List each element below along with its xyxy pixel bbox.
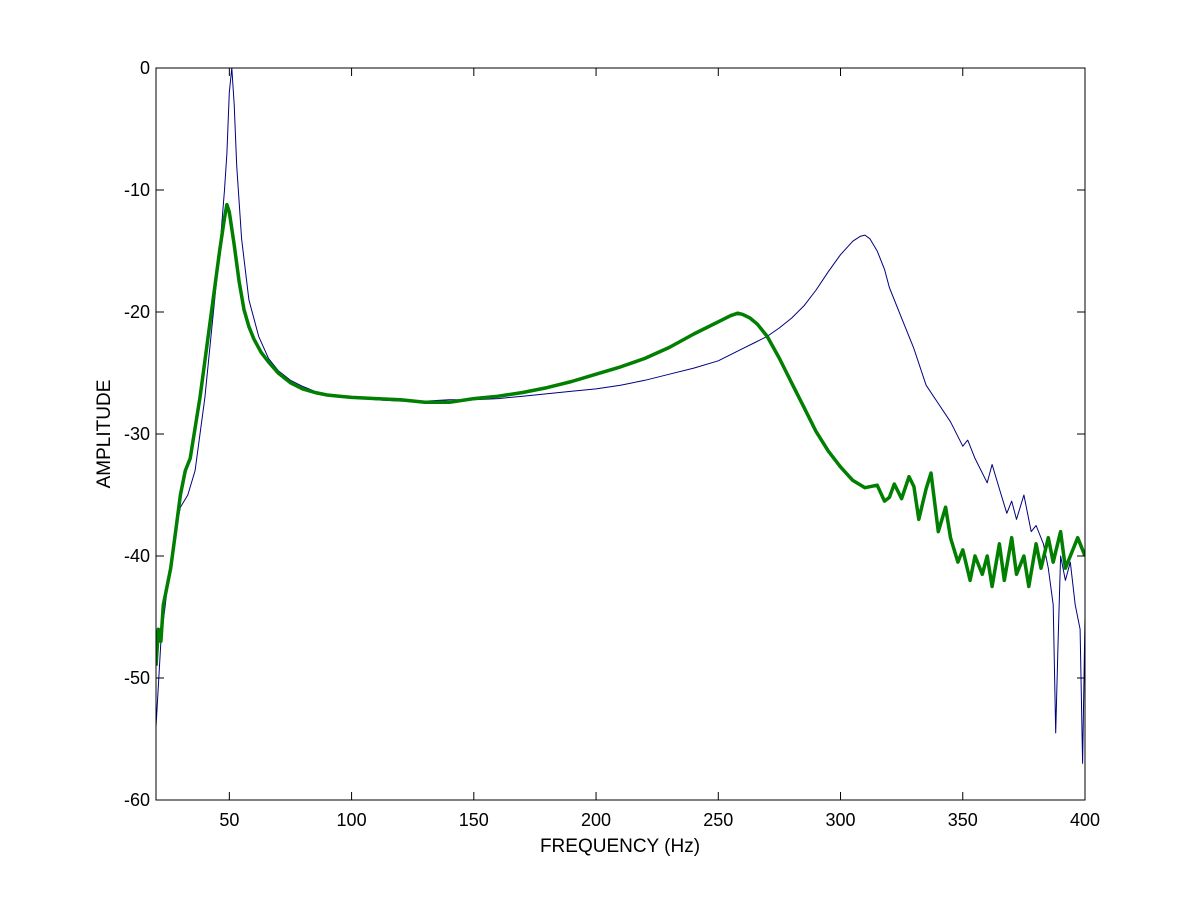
y-tick-label: -10 (124, 180, 150, 200)
y-tick-label: -30 (124, 424, 150, 444)
x-tick-label: 400 (1070, 810, 1100, 830)
y-tick-label: -50 (124, 668, 150, 688)
y-tick-label: -40 (124, 546, 150, 566)
y-axis-label: AMPLITUDE (94, 380, 115, 489)
x-tick-label: 200 (581, 810, 611, 830)
x-tick-label: 150 (459, 810, 489, 830)
x-tick-label: 250 (703, 810, 733, 830)
x-axis-ticks: 50 100 150 200 250 300 350 400 (219, 68, 1100, 830)
x-axis-label: FREQUENCY (Hz) (540, 836, 700, 857)
series-line-1 (156, 68, 1085, 764)
series-layer (156, 68, 1085, 764)
y-tick-label: -60 (124, 790, 150, 810)
y-tick-label: 0 (140, 58, 150, 78)
y-tick-label: -20 (124, 302, 150, 322)
y-axis-ticks: 0 -10 -20 -30 -40 -50 -60 (124, 58, 1085, 810)
series-line-2 (156, 202, 1085, 666)
x-tick-label: 50 (219, 810, 239, 830)
x-tick-label: 100 (337, 810, 367, 830)
plot-area (156, 68, 1085, 764)
x-tick-label: 350 (948, 810, 978, 830)
x-tick-label: 300 (826, 810, 856, 830)
